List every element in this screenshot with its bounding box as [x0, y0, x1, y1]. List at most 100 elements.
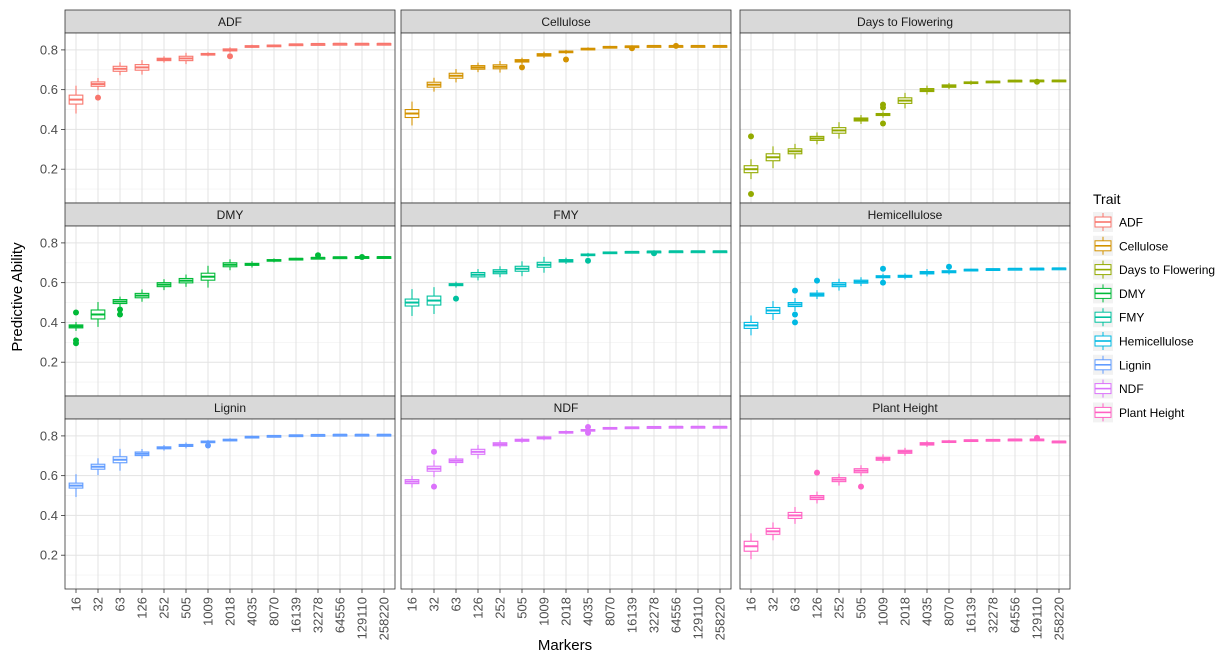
- outlier-point: [880, 280, 886, 286]
- x-tick-label: 126: [135, 597, 150, 619]
- legend-label: FMY: [1119, 311, 1144, 325]
- x-tick-label: 252: [493, 597, 508, 619]
- legend-title: Trait: [1093, 191, 1121, 207]
- x-tick-label: 32: [91, 597, 106, 611]
- box-4035: [245, 436, 259, 439]
- outlier-point: [748, 133, 754, 139]
- box-32278: [311, 43, 325, 45]
- panel-dmy: DMY: [65, 203, 395, 396]
- x-tick-label: 32278: [986, 597, 1001, 633]
- legend-label: NDF: [1119, 382, 1144, 396]
- strip-label: Plant Height: [872, 401, 938, 415]
- outlier-point: [585, 424, 591, 430]
- x-tick-label: 4035: [245, 597, 260, 626]
- legend-item-adf: ADF: [1093, 212, 1143, 232]
- box-16139: [289, 44, 303, 46]
- outlier-point: [315, 252, 321, 258]
- box-129110: [355, 434, 369, 436]
- y-tick-label: 0.8: [40, 428, 58, 443]
- panel-plant-height: Plant Height: [740, 396, 1070, 589]
- outlier-point: [205, 442, 211, 448]
- outlier-point: [629, 45, 635, 51]
- y-tick-label: 0.6: [40, 275, 58, 290]
- outlier-point: [1034, 79, 1040, 85]
- x-tick-label: 129110: [1030, 597, 1045, 639]
- box-258220: [713, 251, 727, 253]
- box-32278: [986, 439, 1000, 441]
- x-tick-label: 16139: [625, 597, 640, 633]
- legend-item-cellulose: Cellulose: [1093, 236, 1169, 256]
- box-8070: [603, 46, 617, 48]
- y-tick-label: 0.8: [40, 235, 58, 250]
- outlier-point: [431, 449, 437, 455]
- x-tick-label: 8070: [942, 597, 957, 626]
- outlier-point: [73, 340, 79, 346]
- legend-item-plant-height: Plant Height: [1093, 402, 1185, 422]
- strip-label: NDF: [554, 401, 579, 415]
- x-tick-label: 126: [471, 597, 486, 619]
- x-tick-label: 252: [157, 597, 172, 619]
- strip-label: ADF: [218, 15, 242, 29]
- legend-item-fmy: FMY: [1093, 307, 1144, 327]
- outlier-point: [792, 311, 798, 317]
- legend-label: Cellulose: [1119, 239, 1169, 253]
- box-32278: [986, 268, 1000, 270]
- x-tick-label: 252: [832, 597, 847, 619]
- box-258220: [377, 43, 391, 45]
- box-258220: [713, 45, 727, 47]
- box-32278: [647, 45, 661, 47]
- box-64556: [1008, 268, 1022, 270]
- legend-item-days-to-flowering: Days to Flowering: [1093, 260, 1215, 280]
- x-tick-label: 63: [788, 597, 803, 611]
- x-tick-label: 63: [113, 597, 128, 611]
- outlier-point: [814, 470, 820, 476]
- strip-label: FMY: [553, 208, 578, 222]
- box-258220: [377, 434, 391, 436]
- legend: Trait ADF Cellulose Days to Flowering DMY FM…: [1093, 191, 1215, 422]
- box-16139: [289, 258, 303, 260]
- y-axis-row-2: 0.2 0.4 0.6 0.8: [40, 235, 65, 369]
- x-tick-label: 32278: [647, 597, 662, 633]
- panel-days-to-flowering: Days to Flowering: [740, 10, 1070, 203]
- outlier-point: [453, 296, 459, 302]
- outlier-point: [946, 264, 952, 270]
- x-tick-label: 505: [854, 597, 869, 619]
- panel-fmy: FMY: [401, 203, 731, 396]
- strip-label: Days to Flowering: [857, 15, 953, 29]
- y-tick-label: 0.4: [40, 122, 58, 137]
- legend-label: ADF: [1119, 216, 1143, 230]
- x-tick-label: 64556: [1008, 597, 1023, 633]
- outlier-point: [858, 484, 864, 490]
- outlier-point: [673, 43, 679, 49]
- x-tick-label: 129110: [691, 597, 706, 639]
- legend-item-hemicellulose: Hemicellulose: [1093, 331, 1194, 351]
- x-axis-col-1: 16 32 63 126 252 505 1009 2018 4035 8070 16139 3227…: [69, 589, 392, 640]
- x-tick-label: 2018: [559, 597, 574, 626]
- box-129110: [691, 426, 705, 428]
- box-2018: [223, 438, 237, 441]
- outlier-point: [880, 266, 886, 272]
- x-tick-label: 258220: [713, 597, 728, 640]
- legend-label: Days to Flowering: [1119, 263, 1215, 277]
- y-tick-label: 0.4: [40, 508, 58, 523]
- box-129110: [1030, 268, 1044, 270]
- outlier-point: [227, 53, 233, 59]
- x-tick-label: 8070: [603, 597, 618, 626]
- x-tick-label: 64556: [669, 597, 684, 633]
- box-16139: [625, 251, 639, 253]
- legend-item-lignin: Lignin: [1093, 355, 1151, 375]
- x-tick-label: 1009: [201, 597, 216, 626]
- legend-item-ndf: NDF: [1093, 379, 1144, 399]
- outlier-point: [792, 319, 798, 325]
- box-129110: [691, 45, 705, 47]
- box-258220: [1052, 80, 1066, 82]
- outlier-point: [814, 278, 820, 284]
- outlier-point: [585, 430, 591, 436]
- x-tick-label: 126: [810, 597, 825, 619]
- box-4035: [581, 47, 595, 50]
- legend-item-dmy: DMY: [1093, 283, 1146, 303]
- x-axis-title: Markers: [538, 637, 592, 654]
- x-tick-label: 2018: [898, 597, 913, 626]
- outlier-point: [359, 254, 365, 260]
- box-258220: [377, 257, 391, 259]
